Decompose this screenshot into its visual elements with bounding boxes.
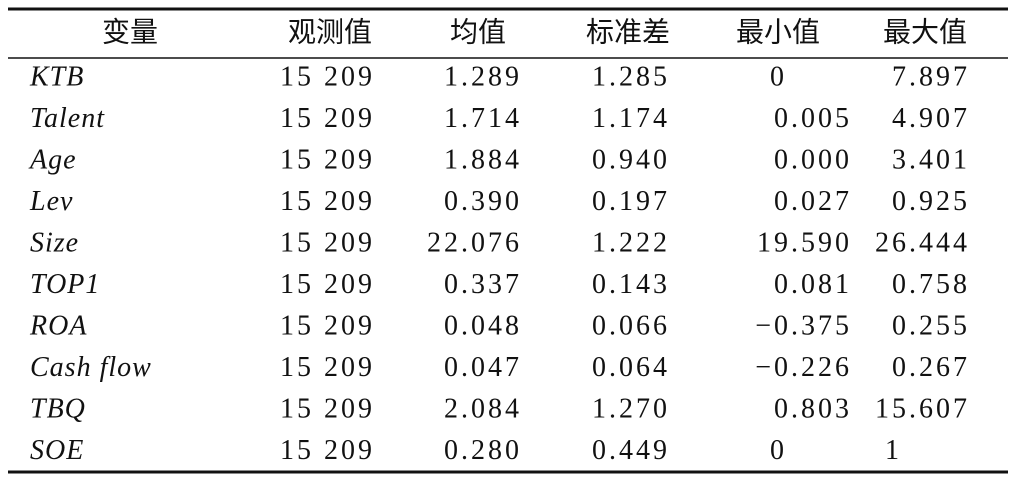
header-cell: 标准差 — [586, 16, 670, 48]
cell: −0.226 — [755, 352, 852, 383]
cell: 15.607 — [875, 393, 970, 424]
cell: 15 209 — [280, 186, 375, 217]
variable-name: SOE — [30, 435, 84, 466]
cell: 1.174 — [592, 103, 670, 134]
header-cell: 观测值 — [288, 16, 372, 48]
cell: 15 209 — [280, 103, 375, 134]
cell: 1.289 — [444, 61, 522, 92]
cell: 1.270 — [592, 393, 670, 424]
variable-name: Size — [30, 227, 79, 258]
cell: 0.758 — [892, 269, 970, 300]
cell: 0.267 — [892, 352, 970, 383]
cell: 1.714 — [444, 103, 522, 134]
cell: 0.081 — [774, 269, 852, 300]
cell: 15 209 — [280, 352, 375, 383]
variable-name: Cash flow — [30, 352, 152, 383]
cell: 0.064 — [592, 352, 670, 383]
variable-name: Talent — [30, 103, 105, 134]
cell: 15 209 — [280, 61, 375, 92]
cell: 15 209 — [280, 310, 375, 341]
cell: 0.000 — [774, 144, 852, 175]
cell: 0.048 — [444, 310, 522, 341]
cell: 15 209 — [280, 144, 375, 175]
cell: 15 209 — [280, 269, 375, 300]
cell: 0.066 — [592, 310, 670, 341]
cell: 22.076 — [427, 227, 522, 258]
cell: 0.255 — [892, 310, 970, 341]
cell: 0.925 — [892, 186, 970, 217]
variable-name: TBQ — [30, 393, 86, 424]
cell: 0.047 — [444, 352, 522, 383]
header-cell: 变量 — [102, 16, 158, 48]
variable-name: Age — [28, 144, 77, 175]
variable-name: TOP1 — [30, 269, 100, 300]
variable-name: Lev — [29, 186, 73, 217]
cell: 0.027 — [774, 186, 852, 217]
cell: 15 209 — [280, 227, 375, 258]
header-cell: 均值 — [450, 16, 506, 48]
cell: 1 — [885, 435, 902, 466]
cell: 0 — [770, 435, 787, 466]
cell: 0.390 — [444, 186, 522, 217]
cell: 4.907 — [892, 103, 970, 134]
cell: 0.197 — [592, 186, 670, 217]
cell: 19.590 — [757, 227, 852, 258]
cell: 0.143 — [592, 269, 670, 300]
cell: 3.401 — [892, 144, 970, 175]
cell: 0.337 — [444, 269, 522, 300]
cell: −0.375 — [755, 310, 852, 341]
cell: 7.897 — [892, 61, 970, 92]
cell: 0.803 — [774, 393, 852, 424]
cell: 1.285 — [592, 61, 670, 92]
cell: 1.222 — [592, 227, 670, 258]
cell: 15 209 — [280, 435, 375, 466]
header-cell: 最大值 — [883, 16, 967, 48]
variable-name: KTB — [29, 61, 84, 92]
variable-name: ROA — [29, 310, 87, 341]
cell: 0.449 — [592, 435, 670, 466]
cell: 2.084 — [444, 393, 522, 424]
cell: 0.940 — [592, 144, 670, 175]
cell: 15 209 — [280, 393, 375, 424]
cell: 0.005 — [774, 103, 852, 134]
header-cell: 最小值 — [736, 16, 820, 48]
cell: 0 — [770, 61, 787, 92]
cell: 26.444 — [875, 227, 970, 258]
cell: 0.280 — [444, 435, 522, 466]
cell: 1.884 — [444, 144, 522, 175]
